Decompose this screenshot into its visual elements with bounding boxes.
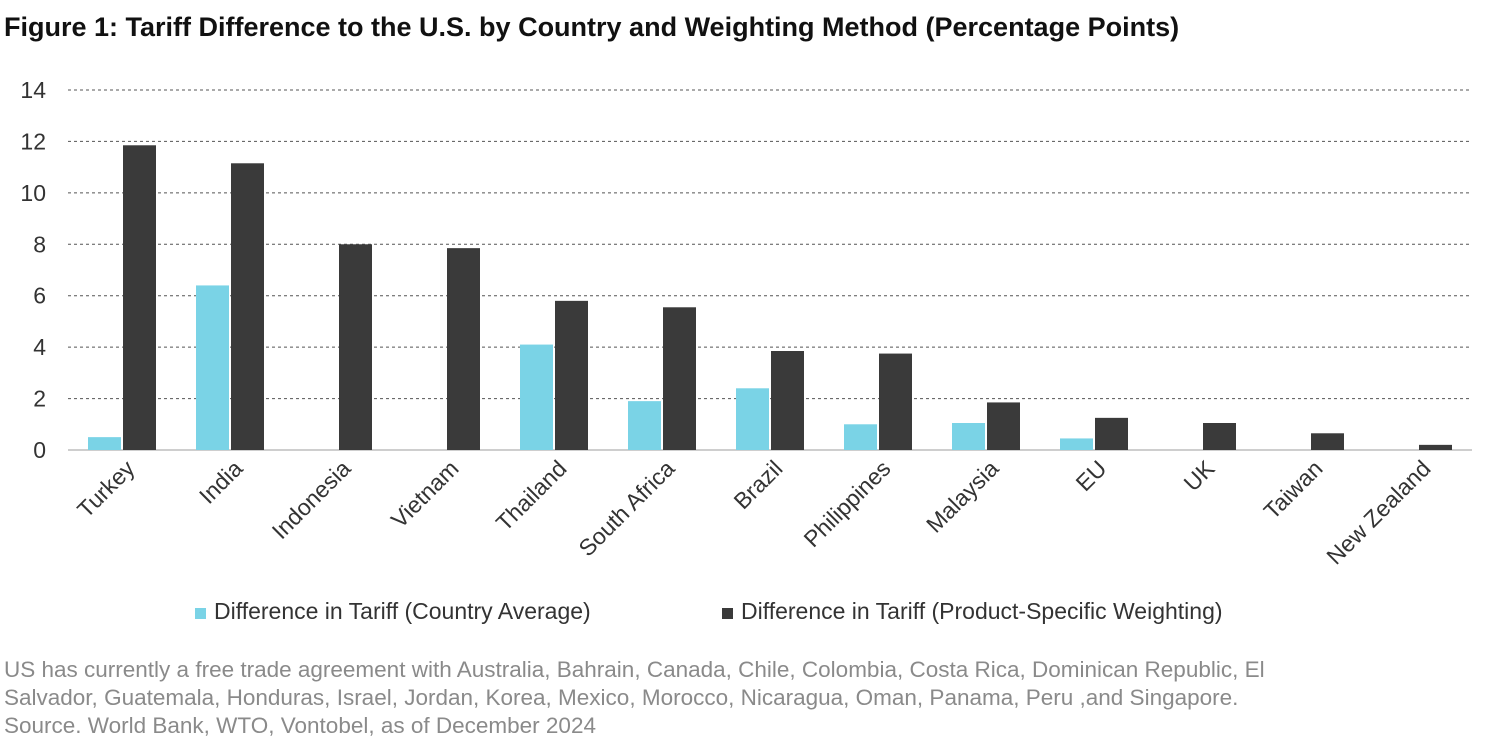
x-tick-label: Brazil — [728, 455, 787, 514]
bar — [555, 300, 588, 450]
bar — [663, 307, 696, 450]
bar — [1203, 423, 1236, 450]
bar — [123, 145, 156, 451]
x-tick-label: EU — [1071, 455, 1112, 496]
bar — [1311, 433, 1344, 450]
bar — [88, 437, 121, 450]
y-tick-label: 0 — [33, 437, 46, 463]
x-axis-tick-labels: Turkey India Indonesia Vietnam Thailand South… — [72, 455, 1435, 570]
y-tick-label: 14 — [20, 77, 46, 103]
y-tick-label: 8 — [33, 231, 46, 257]
x-tick-label: South Africa — [573, 455, 679, 561]
bar — [196, 285, 229, 450]
footnote: US has currently a free trade agreement … — [4, 656, 1494, 740]
x-tick-label: Turkey — [72, 455, 140, 523]
bars — [88, 145, 1452, 451]
source-line: Source. World Bank, WTO, Vontobel, as of… — [4, 713, 596, 738]
bar — [339, 244, 372, 450]
x-tick-label: Vietnam — [386, 455, 464, 533]
bar — [231, 163, 264, 451]
x-tick-label: UK — [1179, 455, 1220, 496]
chart-title: Figure 1: Tariff Difference to the U.S. … — [4, 12, 1180, 42]
y-axis-tick-labels: 0 2 4 6 8 10 12 14 — [20, 77, 46, 463]
y-tick-label: 12 — [20, 128, 46, 154]
bar — [447, 248, 480, 450]
bar — [1060, 438, 1093, 450]
legend-label: Difference in Tariff (Product-Specific W… — [741, 598, 1223, 624]
y-tick-label: 4 — [33, 334, 46, 360]
bar — [771, 351, 804, 450]
bar — [844, 424, 877, 450]
y-tick-label: 6 — [33, 283, 46, 309]
footnote-line: US has currently a free trade agreement … — [4, 657, 1265, 682]
gridlines — [68, 89, 1472, 451]
x-tick-label: India — [194, 455, 248, 509]
bar — [1419, 444, 1452, 450]
legend-swatch — [195, 608, 206, 619]
bar — [628, 401, 661, 450]
x-tick-label: Philippines — [798, 455, 895, 552]
legend: Difference in Tariff (Country Average) Di… — [195, 598, 1223, 624]
bar — [520, 344, 553, 450]
legend-swatch — [722, 608, 733, 619]
bar — [987, 402, 1020, 450]
x-tick-label: Indonesia — [267, 455, 356, 544]
y-tick-label: 2 — [33, 386, 46, 412]
x-tick-label: Malaysia — [921, 455, 1004, 538]
x-tick-label: Taiwan — [1259, 455, 1328, 524]
bar — [879, 353, 912, 450]
bar — [952, 423, 985, 450]
x-tick-label: New Zealand — [1321, 455, 1435, 569]
legend-label: Difference in Tariff (Country Average) — [214, 598, 591, 624]
bar — [736, 388, 769, 450]
y-tick-label: 10 — [20, 180, 46, 206]
x-tick-label: Thailand — [491, 455, 572, 536]
bar — [1095, 417, 1128, 450]
footnote-line: Salvador, Guatemala, Honduras, Israel, J… — [4, 685, 1239, 710]
